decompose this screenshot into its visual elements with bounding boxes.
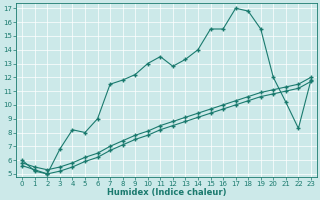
X-axis label: Humidex (Indice chaleur): Humidex (Indice chaleur) (107, 188, 226, 197)
